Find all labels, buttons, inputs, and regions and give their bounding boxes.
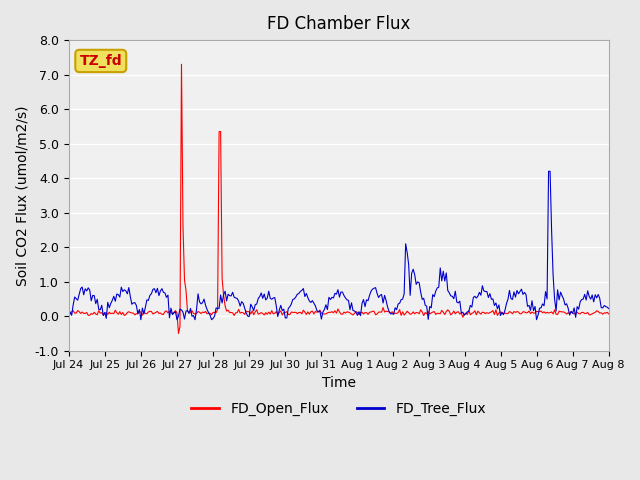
FD_Tree_Flux xyxy=(65,316,72,322)
FD_Tree_Flux xyxy=(303,290,310,296)
FD_Tree_Flux xyxy=(545,168,552,174)
FD_Open_Flux xyxy=(65,309,72,315)
FD_Open_Flux xyxy=(247,311,255,317)
Legend: FD_Open_Flux, FD_Tree_Flux: FD_Open_Flux, FD_Tree_Flux xyxy=(186,396,492,421)
FD_Open_Flux xyxy=(131,312,139,318)
Line: FD_Open_Flux: FD_Open_Flux xyxy=(68,64,609,334)
FD_Tree_Flux xyxy=(245,314,253,320)
FD_Tree_Flux xyxy=(254,296,262,301)
Title: FD Chamber Flux: FD Chamber Flux xyxy=(267,15,410,33)
FD_Open_Flux xyxy=(605,311,612,317)
Text: TZ_fd: TZ_fd xyxy=(79,54,122,68)
FD_Tree_Flux xyxy=(227,293,235,299)
Y-axis label: Soil CO2 Flux (umol/m2/s): Soil CO2 Flux (umol/m2/s) xyxy=(15,105,29,286)
FD_Open_Flux xyxy=(578,310,586,315)
FD_Tree_Flux xyxy=(578,297,586,302)
FD_Open_Flux xyxy=(228,310,236,316)
FD_Tree_Flux xyxy=(605,306,612,312)
FD_Open_Flux xyxy=(178,61,186,67)
FD_Open_Flux xyxy=(304,309,312,315)
FD_Open_Flux xyxy=(256,311,264,316)
FD_Tree_Flux xyxy=(131,300,139,305)
FD_Open_Flux xyxy=(175,331,182,336)
X-axis label: Time: Time xyxy=(322,376,356,390)
Line: FD_Tree_Flux: FD_Tree_Flux xyxy=(68,171,609,320)
FD_Tree_Flux xyxy=(137,317,145,323)
